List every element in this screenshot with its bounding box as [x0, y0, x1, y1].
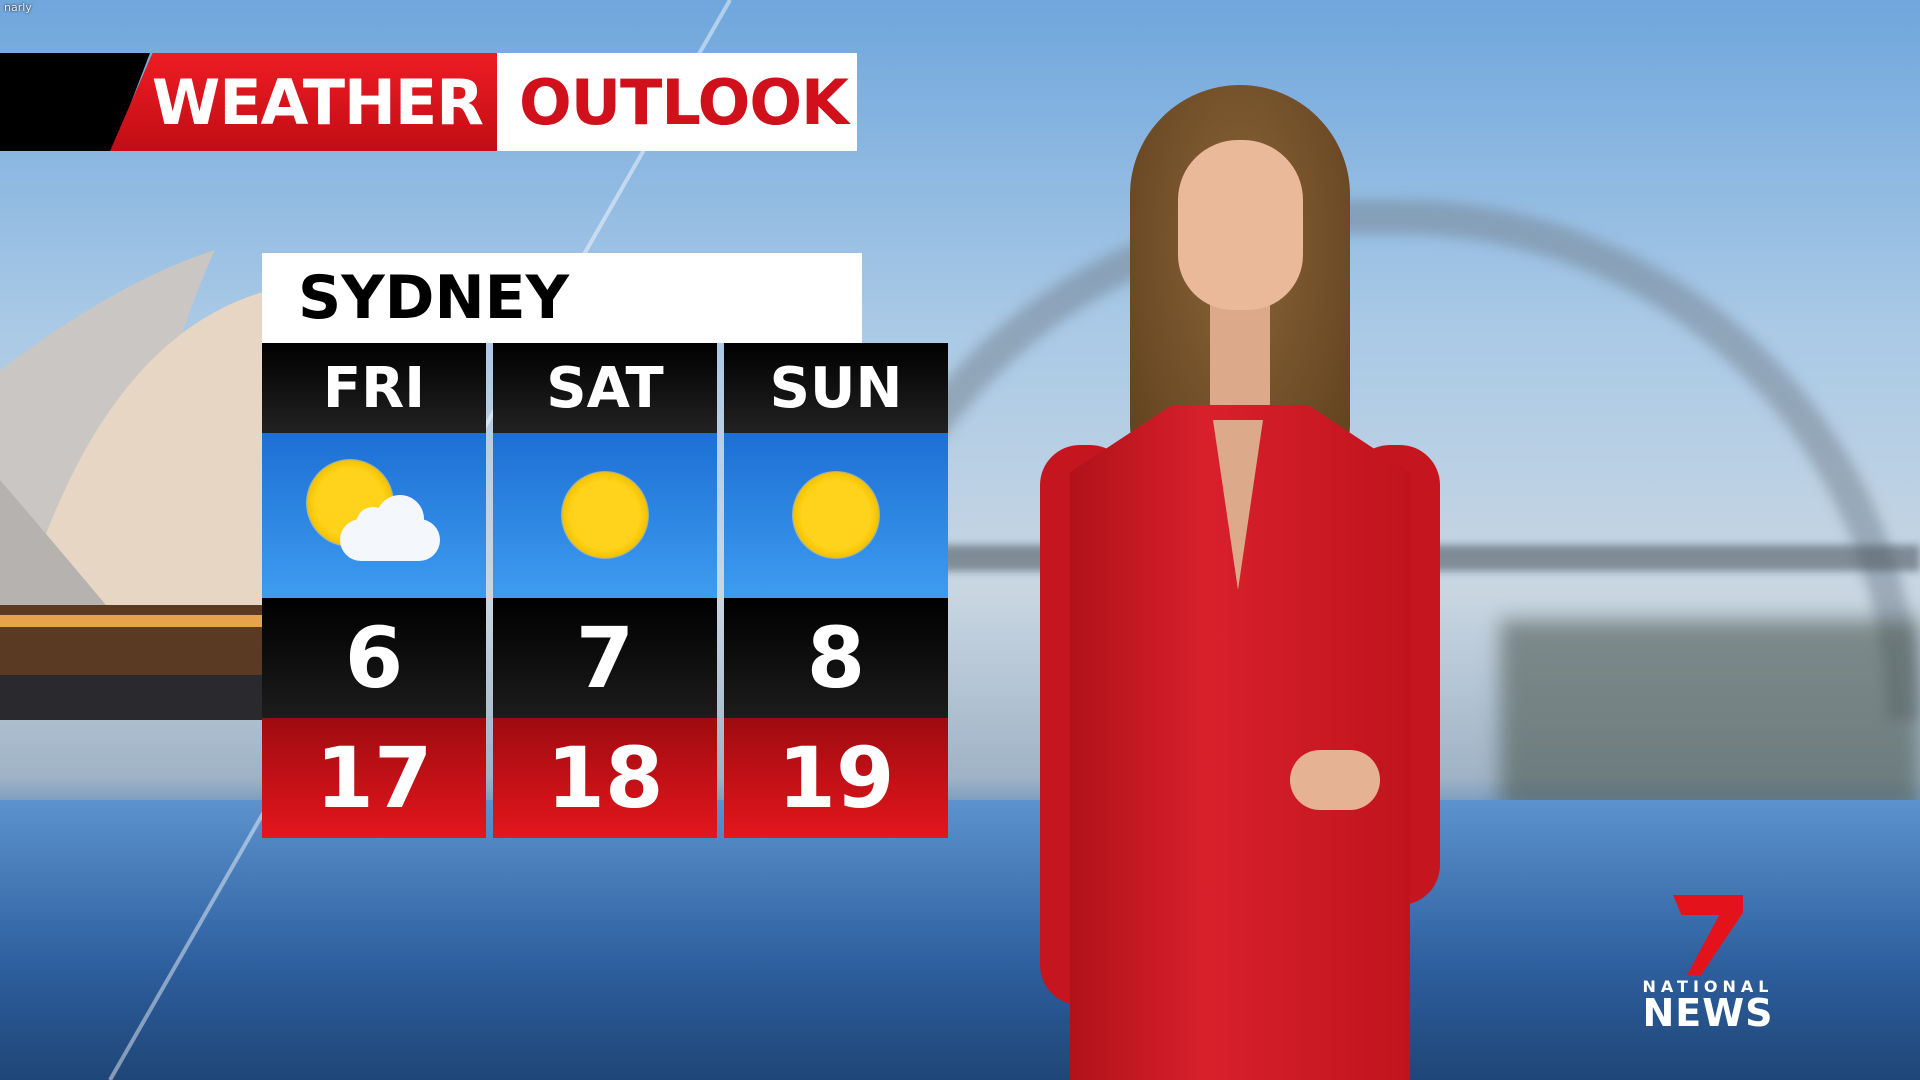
opera-house-image: [0, 250, 270, 720]
presenter-hand: [1290, 750, 1380, 810]
banner-title-right: OUTLOOK: [497, 53, 857, 151]
seven-national-news-logo: NATIONAL NEWS: [1628, 895, 1788, 1032]
logo-news: NEWS: [1642, 991, 1774, 1035]
max-temp: 18: [493, 718, 717, 838]
min-temp: 7: [493, 598, 717, 718]
sunny-icon: [724, 433, 948, 598]
min-temp: 6: [262, 598, 486, 718]
day-label: SUN: [724, 343, 948, 433]
seven-logo-icon: [1673, 895, 1743, 975]
forecast-column: SUN 8 19: [724, 343, 948, 838]
harbour-water: [0, 800, 1920, 1080]
max-temp: 19: [724, 718, 948, 838]
presenter-face: [1178, 140, 1303, 310]
forecast-column: FRI 6 17: [262, 343, 486, 838]
min-temp: 8: [724, 598, 948, 718]
presenter: [1030, 85, 1590, 1080]
presenter-neck: [1210, 295, 1270, 415]
sunny-icon: [493, 433, 717, 598]
logo-national: NATIONAL: [1642, 977, 1774, 996]
city-skyline: [1500, 620, 1920, 810]
day-label: FRI: [262, 343, 486, 433]
max-temp: 17: [262, 718, 486, 838]
watermark-text: narly: [4, 1, 32, 14]
day-label: SAT: [493, 343, 717, 433]
forecast-table: FRI 6 17 SAT 7 18 SUN 8 19: [262, 343, 948, 838]
partly-cloudy-icon: [262, 433, 486, 598]
weather-outlook-banner: WEATHER OUTLOOK: [0, 53, 857, 151]
banner-title-left: WEATHER: [110, 53, 497, 151]
city-title: SYDNEY: [262, 253, 862, 343]
forecast-column: SAT 7 18: [493, 343, 717, 838]
